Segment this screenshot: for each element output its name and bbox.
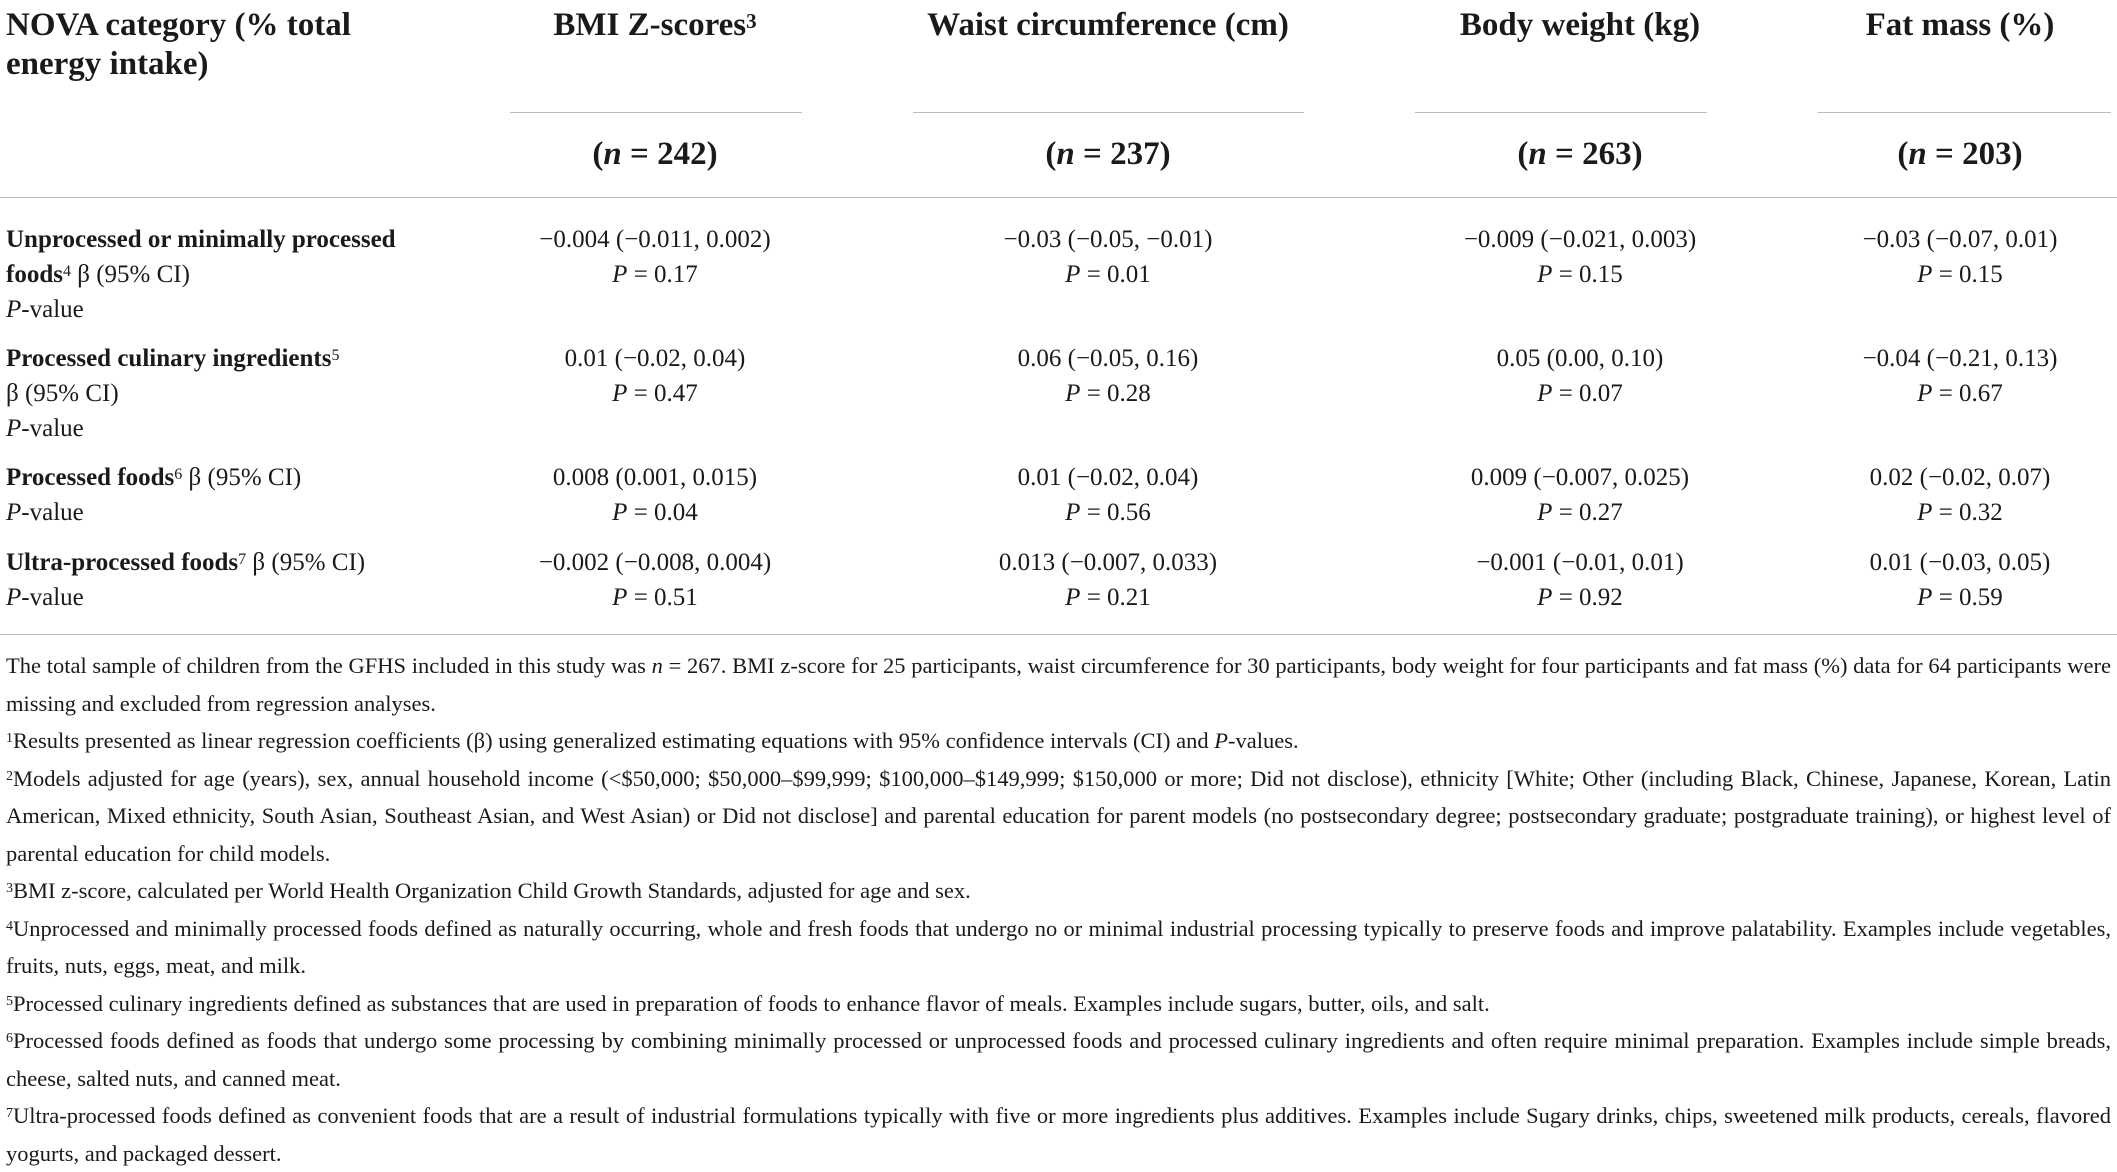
table-cell: 0.05 (0.00, 0.10) P = 0.07	[1496, 345, 1664, 407]
sample-size-bmi: (n = 242)	[592, 136, 718, 172]
table-cell: −0.001 (−0.01, 0.01) P = 0.92	[1476, 549, 1684, 611]
table-cell: 0.01 (−0.03, 0.05) P = 0.59	[1869, 549, 2051, 611]
table-cell: −0.03 (−0.05, −0.01) P = 0.01	[1003, 226, 1213, 288]
row-label-unprocessed: Unprocessed or minimally processed foods…	[6, 226, 396, 323]
row-label-processed-foods: Processed foods6 β (95% CI) P-value	[6, 464, 302, 526]
table-cell: 0.06 (−0.05, 0.16) P = 0.28	[1017, 345, 1199, 407]
table-cell: 0.02 (−0.02, 0.07) P = 0.32	[1869, 464, 2051, 526]
footnote-6: 6Processed foods defined as foods that u…	[6, 1028, 2111, 1091]
footnote-5: 5Processed culinary ingredients defined …	[6, 990, 1490, 1016]
header-underline	[1818, 112, 2111, 113]
footnote-ref-3: 3	[746, 9, 757, 33]
footnote-4: 4Unprocessed and minimally processed foo…	[6, 915, 2111, 979]
table-cell: 0.008 (0.001, 0.015) P = 0.04	[552, 464, 758, 526]
table-cell: −0.009 (−0.021, 0.003) P = 0.15	[1463, 226, 1697, 288]
table-cell: −0.03 (−0.07, 0.01) P = 0.15	[1862, 226, 2058, 288]
header-bmi-zscores: BMI Z-scores3	[553, 7, 757, 43]
table-footnotes: The total sample of children from the GF…	[6, 647, 2111, 1172]
footnote-1: 1Results presented as linear regression …	[6, 728, 1299, 753]
footnote-7: 7Ultra-processed foods defined as conven…	[6, 1103, 2111, 1166]
table-cell: 0.009 (−0.007, 0.025) P = 0.27	[1470, 464, 1690, 526]
table-cell: 0.013 (−0.007, 0.033) P = 0.21	[998, 549, 1218, 611]
header-fat-mass: Fat mass (%)	[1865, 7, 2055, 43]
footnote-sample: The total sample of children from the GF…	[6, 653, 2111, 716]
header-underline	[510, 112, 802, 113]
header-rule	[0, 197, 2117, 198]
header-underline	[1415, 112, 1707, 113]
sample-size-fatmass: (n = 203)	[1897, 136, 2023, 172]
sample-size-weight: (n = 263)	[1517, 136, 1643, 172]
table-bottom-rule	[0, 634, 2117, 635]
footnote-2: 2Models adjusted for age (years), sex, a…	[6, 765, 2111, 866]
table-cell: −0.002 (−0.008, 0.004) P = 0.51	[538, 549, 772, 611]
sample-size-waist: (n = 237)	[1045, 136, 1171, 172]
header-underline	[913, 112, 1304, 113]
header-body-weight: Body weight (kg)	[1459, 7, 1701, 43]
table-cell: −0.004 (−0.011, 0.002) P = 0.17	[539, 226, 771, 288]
table-cell: −0.04 (−0.21, 0.13) P = 0.67	[1862, 345, 2058, 407]
table-cell: 0.01 (−0.02, 0.04) P = 0.47	[564, 345, 746, 407]
row-label-ultra-processed: Ultra-processed foods7 β (95% CI) P-value	[6, 549, 366, 611]
header-nova-category: NOVA category (% total energy intake)	[6, 7, 351, 82]
header-waist-circumference: Waist circumference (cm)	[927, 7, 1289, 43]
footnote-3: 3BMI z-score, calculated per World Healt…	[6, 878, 971, 903]
table-cell: 0.01 (−0.02, 0.04) P = 0.56	[1017, 464, 1199, 526]
row-label-culinary-ingredients: Processed culinary ingredients5 β (95% CI…	[6, 345, 340, 442]
